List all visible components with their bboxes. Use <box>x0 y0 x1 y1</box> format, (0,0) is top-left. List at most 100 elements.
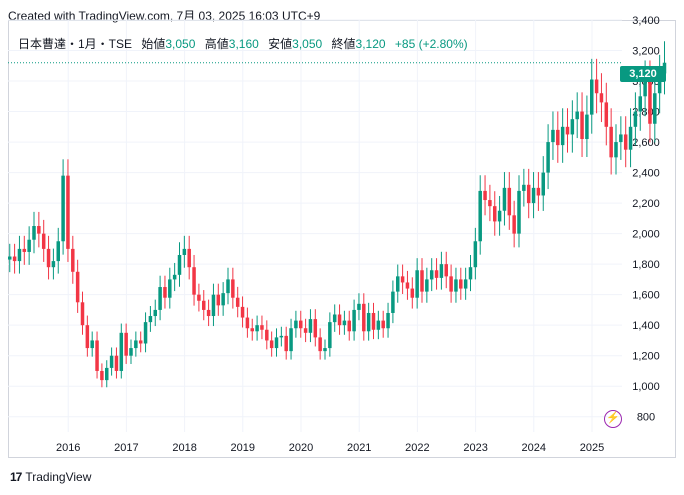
candle-body <box>522 184 526 191</box>
candle-body <box>376 320 381 330</box>
candle-body <box>221 293 225 306</box>
candle-body <box>517 190 521 234</box>
y-tick-label: 800 <box>637 412 655 424</box>
candle-body <box>226 279 230 294</box>
candle-body <box>619 134 623 143</box>
candle-body <box>12 256 17 262</box>
last-price-badge: 3,120 <box>620 66 666 82</box>
candle-body <box>410 288 415 298</box>
candle-body <box>614 142 618 158</box>
candle-body <box>434 270 439 278</box>
candle-body <box>153 309 157 317</box>
candle-body <box>138 340 143 344</box>
candle-body <box>143 322 148 344</box>
candle-body <box>599 93 604 103</box>
candle-body <box>493 206 497 222</box>
candle-body <box>429 270 434 280</box>
x-tick-label: 2018 <box>172 442 196 454</box>
y-tick-label: 2,400 <box>632 168 660 180</box>
candle-body <box>66 175 70 249</box>
candle-body <box>556 129 560 146</box>
x-tick-label: 2020 <box>289 442 313 454</box>
candle-body <box>75 271 80 303</box>
candle-body <box>328 322 332 349</box>
candle-body <box>56 241 60 262</box>
legend-symbol: 日本曹達・1月・TSE <box>18 37 133 51</box>
candle-body <box>381 320 385 329</box>
candle-body <box>352 309 356 332</box>
candle-body <box>245 317 250 329</box>
x-tick-label: 2023 <box>463 442 487 454</box>
x-tick-label: 2017 <box>114 442 138 454</box>
candle-body <box>488 200 492 207</box>
candle-body <box>585 114 589 140</box>
candle-body <box>37 226 41 234</box>
candle-body <box>604 102 609 127</box>
candle-body <box>182 248 187 255</box>
candle-body <box>459 279 463 289</box>
candle-body <box>90 340 94 349</box>
candle-body <box>51 261 56 268</box>
x-tick-label: 2021 <box>347 442 371 454</box>
candle-body <box>177 254 182 275</box>
candle-body <box>148 316 153 323</box>
candle-body <box>502 187 507 211</box>
candle-body <box>347 320 351 332</box>
tradingview-logo-icon: 17 <box>10 470 22 484</box>
candle-body <box>531 187 536 204</box>
candle-body <box>594 79 599 94</box>
candle-body <box>337 314 342 326</box>
candle-body <box>197 294 201 301</box>
candle-body <box>362 303 366 332</box>
candle-body <box>158 287 162 310</box>
ohlc-legend: 日本曹達・1月・TSE 始値3,050 高値3,160 安値3,050 終値3,… <box>18 35 468 52</box>
legend-close-value: 3,120 <box>355 37 386 51</box>
candle-body <box>391 291 395 313</box>
candle-body <box>8 256 12 260</box>
candle-body <box>536 187 541 196</box>
candle-body <box>653 93 657 124</box>
y-tick-label: 1,200 <box>632 351 660 363</box>
candle-body <box>323 348 327 352</box>
candle-body <box>405 282 410 289</box>
candle-body <box>269 340 274 349</box>
candle-body <box>85 325 90 349</box>
candle-body <box>313 319 318 338</box>
candle-body <box>512 215 516 234</box>
tradingview-brand[interactable]: 17 TradingView <box>10 470 91 484</box>
candle-body <box>192 267 196 295</box>
candle-body <box>371 312 376 330</box>
y-tick-label: 2,600 <box>632 137 660 149</box>
lightning-icon[interactable]: ⚡ <box>604 410 622 428</box>
legend-change: +85 (+2.80%) <box>394 37 468 51</box>
candle-body <box>483 190 487 201</box>
brand-label: TradingView <box>25 470 92 484</box>
candle-body <box>541 172 545 196</box>
candle-body <box>134 340 138 349</box>
candle-body <box>274 337 279 349</box>
candle-body <box>27 239 31 252</box>
candle-body <box>168 279 172 298</box>
candle-body <box>366 312 371 332</box>
candle-body <box>473 241 478 268</box>
candle-body <box>294 320 298 329</box>
x-tick-label: 2022 <box>405 442 429 454</box>
candle-body <box>119 332 124 371</box>
candle-body <box>231 279 235 298</box>
candle-body <box>560 126 565 146</box>
candle-body <box>425 279 429 292</box>
candle-body <box>628 126 633 150</box>
y-tick-label: 1,000 <box>632 381 660 393</box>
legend-low-label: 安値 <box>268 37 293 51</box>
candle-body <box>308 319 313 333</box>
candle-body <box>609 126 613 158</box>
candle-body <box>187 248 191 268</box>
candle-body <box>526 184 531 204</box>
candle-body <box>172 274 177 280</box>
candle-body <box>633 111 638 127</box>
y-tick-label: 1,400 <box>632 320 660 332</box>
candle-body <box>255 325 259 332</box>
candle-body <box>240 306 245 318</box>
candle-body <box>250 328 254 332</box>
